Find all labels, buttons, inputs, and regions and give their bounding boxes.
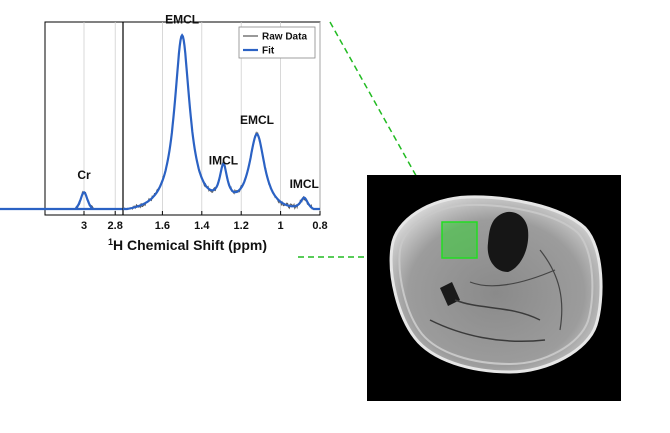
peak-label: IMCL	[290, 177, 319, 191]
x-tick-label: 1.6	[155, 220, 170, 232]
legend: Raw Data Fit	[238, 26, 316, 59]
leg-cross-section	[389, 195, 603, 374]
tibia-dark	[487, 211, 529, 272]
fascia-line-3	[469, 269, 556, 287]
x-tick-label: 2.8	[108, 220, 123, 232]
legend-label-fit: Fit	[262, 46, 275, 57]
x-tick-label: 1	[278, 220, 284, 232]
fascia-line-1	[454, 299, 541, 321]
x-tick-label: 1.4	[194, 220, 210, 232]
fit-line	[0, 33, 320, 211]
x-axis-label-superscript: 1	[108, 237, 113, 247]
x-tick-label: 0.8	[312, 220, 327, 232]
legend-label-raw: Raw Data	[262, 32, 307, 43]
peak-labels: Cr EMCL IMCL EMCL IMCL	[77, 12, 319, 191]
fascia-line-4	[539, 249, 563, 331]
peak-label: EMCL	[240, 113, 274, 127]
peak-label: EMCL	[165, 12, 199, 26]
x-tick-label: 1.2	[234, 220, 249, 232]
x-axis-label: 1H Chemical Shift (ppm)	[108, 237, 267, 253]
x-axis-label-text: H Chemical Shift (ppm)	[113, 237, 267, 253]
subcutaneous-layer	[398, 203, 594, 366]
x-ticks: 3 2.8 1.6 1.4 1.2 1 0.8	[81, 211, 328, 232]
legend-box	[238, 26, 316, 59]
x-tick-label: 3	[81, 220, 87, 232]
peak-label: Cr	[77, 168, 91, 182]
peak-label: IMCL	[209, 153, 238, 167]
mri-image	[367, 175, 621, 401]
fascia-line-2	[429, 319, 546, 343]
roi-box	[441, 221, 478, 259]
spectrum-chart: 3 2.8 1.6 1.4 1.2 1 0.8 Cr EMCL IMCL EMCL IMCL Raw…	[0, 12, 328, 253]
